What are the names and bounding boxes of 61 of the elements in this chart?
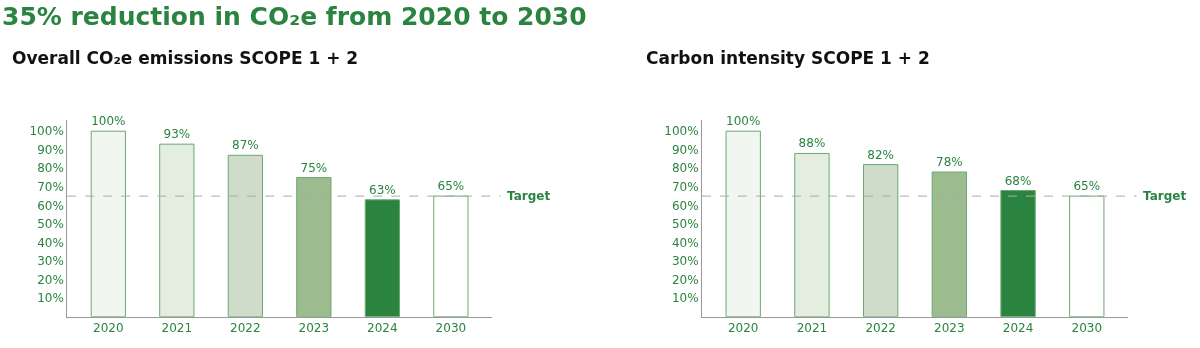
bar	[433, 195, 469, 317]
data-label: 100%	[726, 114, 761, 129]
ref-line-label: Target	[507, 189, 551, 203]
y-tick-label: 80%	[671, 161, 699, 176]
bar	[159, 143, 195, 317]
data-label: 100%	[91, 114, 126, 129]
x-tick-label: 2020	[93, 321, 124, 336]
y-tick-label: 80%	[37, 161, 64, 176]
x-tick-label: 2023	[934, 321, 965, 336]
chart-subtitle: Carbon intensity SCOPE 1 + 2	[646, 48, 930, 68]
bar	[725, 130, 761, 317]
data-label: 68%	[1004, 173, 1032, 188]
data-label: 87%	[232, 138, 259, 153]
y-tick-label: 30%	[37, 254, 64, 269]
x-tick-label: 2022	[230, 321, 261, 336]
ref-line-label: Target	[1143, 189, 1187, 203]
chart-title: 35% reduction in CO₂e from 2020 to 2030	[2, 2, 587, 31]
x-tick-label: 2020	[727, 321, 759, 336]
y-tick-label: 60%	[671, 198, 699, 213]
bar	[296, 177, 332, 317]
y-tick-label: 100%	[664, 124, 699, 139]
y-tick-label: 20%	[671, 272, 699, 287]
y-tick-label: 10%	[671, 291, 699, 306]
y-tick-label: 10%	[37, 291, 64, 306]
y-tick-label: 70%	[37, 180, 64, 195]
data-label: 65%	[437, 179, 465, 194]
y-tick-label: 50%	[37, 217, 64, 232]
x-tick-label: 2024	[1002, 321, 1034, 336]
bar	[1000, 190, 1036, 317]
data-label: 75%	[300, 160, 328, 175]
y-tick-label: 40%	[37, 235, 64, 250]
data-label: 88%	[798, 136, 826, 151]
y-tick-label: 30%	[671, 254, 699, 269]
y-tick-label: 70%	[671, 180, 699, 195]
data-label: 93%	[163, 127, 191, 142]
bar	[90, 130, 126, 317]
data-label: 82%	[867, 147, 894, 162]
y-tick-label: 20%	[37, 272, 64, 287]
bar	[227, 154, 263, 317]
y-tick-label: 40%	[671, 235, 699, 250]
y-tick-label: 90%	[671, 142, 699, 157]
y-tick-label: 100%	[29, 124, 64, 139]
x-tick-label: 2023	[298, 321, 330, 336]
x-tick-label: 2021	[796, 321, 828, 336]
y-tick-label: 60%	[37, 198, 64, 213]
chart-subtitle: Overall CO₂e emissions SCOPE 1 + 2	[12, 48, 359, 68]
y-tick-label: 90%	[37, 142, 64, 157]
data-label: 78%	[936, 155, 963, 169]
x-tick-label: 2030	[435, 321, 467, 336]
y-tick-label: 50%	[671, 217, 699, 232]
bar	[1069, 195, 1105, 317]
bar	[931, 171, 968, 317]
x-tick-label: 2022	[865, 321, 896, 336]
data-label: 65%	[1073, 179, 1101, 194]
x-tick-label: 2030	[1071, 321, 1103, 336]
x-tick-label: 2024	[367, 321, 398, 336]
bar	[364, 199, 400, 317]
data-label: 63%	[369, 182, 396, 197]
bar	[862, 164, 899, 317]
bar	[794, 152, 830, 317]
x-tick-label: 2021	[161, 321, 193, 336]
